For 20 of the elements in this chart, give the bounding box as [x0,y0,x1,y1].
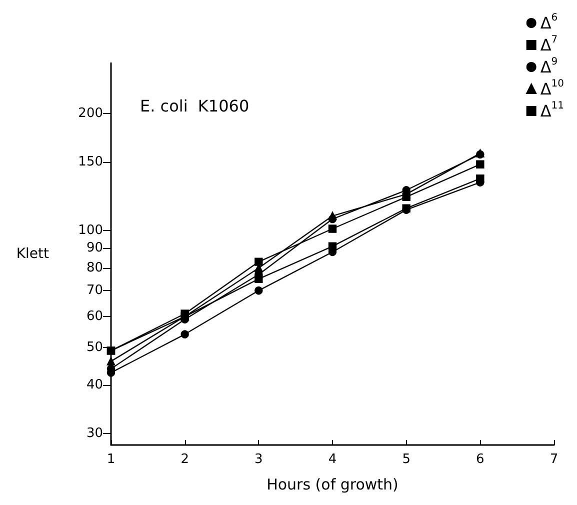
y-tick-label: 200 [78,106,103,122]
y-tick-label: 40 [86,377,103,392]
x-tick-label: 4 [328,452,337,467]
y-axis-title: Klett [16,246,50,262]
y-tick-label: 70 [86,283,103,298]
x-tick-label: 2 [180,452,189,467]
x-tick-label: 5 [402,452,410,467]
y-tick-label: 100 [78,222,103,238]
x-axis-title: Hours (of growth) [266,476,398,494]
y-tick-label: 90 [86,240,103,256]
text: E. coli K1060 [140,96,250,116]
x-tick-label: 7 [550,452,558,467]
x-tick-label: 6 [476,452,484,467]
x-tick-label: 3 [254,452,263,467]
y-tick-label: 50 [86,340,103,355]
y-tick-label: 30 [86,426,103,441]
x-tick-label: 1 [106,452,116,467]
y-tick-label: 60 [86,309,103,324]
y-tick-label: 150 [78,154,103,170]
y-tick-label: 80 [86,260,103,276]
